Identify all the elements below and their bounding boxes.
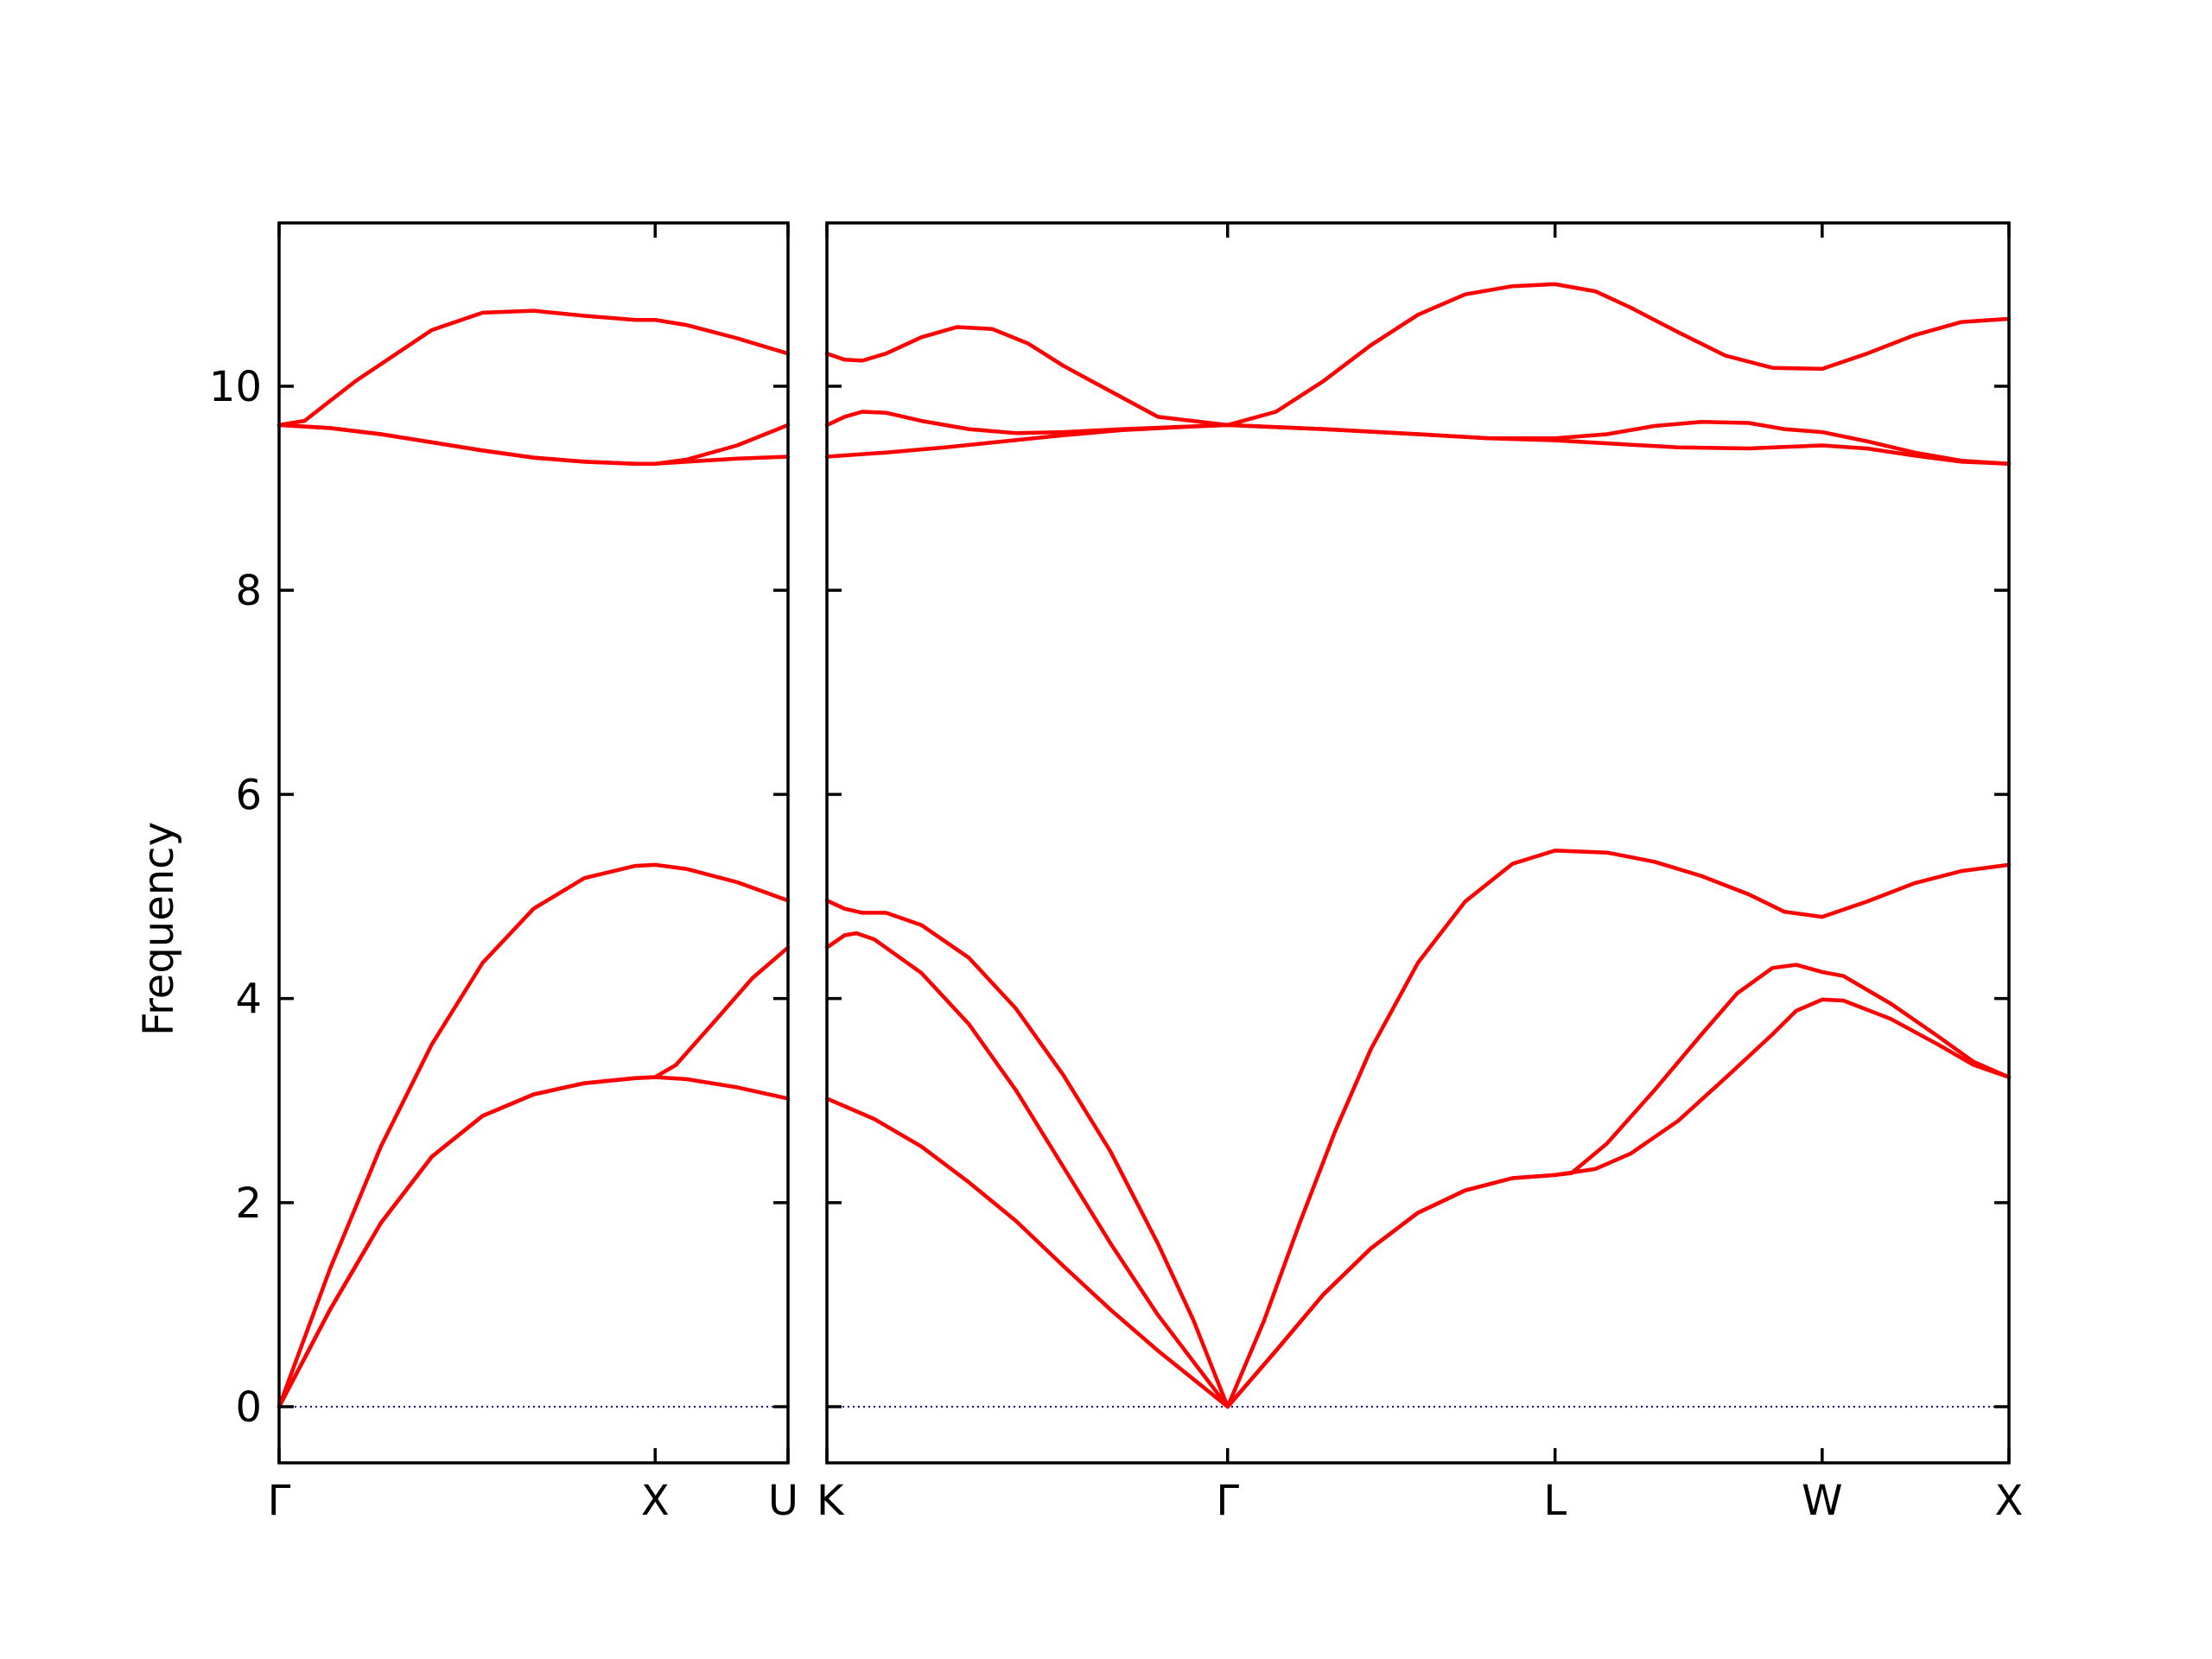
x-tick-label: X	[641, 1477, 670, 1525]
y-tick-label: 10	[209, 363, 262, 411]
y-tick-label: 8	[235, 567, 262, 615]
band-line-1	[276, 862, 791, 1409]
band-line-2	[824, 931, 2012, 1409]
y-tick-label: 4	[235, 976, 262, 1024]
band-line-5	[824, 410, 2012, 466]
x-tick-label: Γ	[268, 1477, 291, 1525]
y-tick-label: 2	[235, 1179, 262, 1228]
band-line-6	[276, 423, 791, 466]
y-axis-label: Frequency	[135, 822, 183, 1036]
x-tick-label: L	[1543, 1477, 1567, 1525]
left-panel: 0 2 4 6 8 10 Γ X U	[209, 221, 798, 1525]
y-tick-label: 6	[235, 771, 262, 819]
x-tick-label: X	[1995, 1477, 2024, 1525]
band-line-6	[824, 423, 2012, 466]
band-line-1	[824, 849, 2012, 1409]
y-tick-label: 0	[235, 1383, 262, 1432]
band-line-4	[824, 282, 2012, 428]
x-tick-label: U	[768, 1477, 798, 1525]
x-tick-label: Γ	[1216, 1477, 1239, 1525]
x-tick-label: W	[1802, 1477, 1842, 1525]
band-line-3	[824, 997, 2012, 1409]
plot-frame	[277, 221, 790, 1465]
plot-frame	[825, 221, 2011, 1465]
band-line-3	[276, 945, 791, 1409]
x-tick-label: K	[817, 1477, 845, 1525]
band-line-2	[276, 1075, 791, 1409]
band-line-4	[276, 308, 791, 428]
